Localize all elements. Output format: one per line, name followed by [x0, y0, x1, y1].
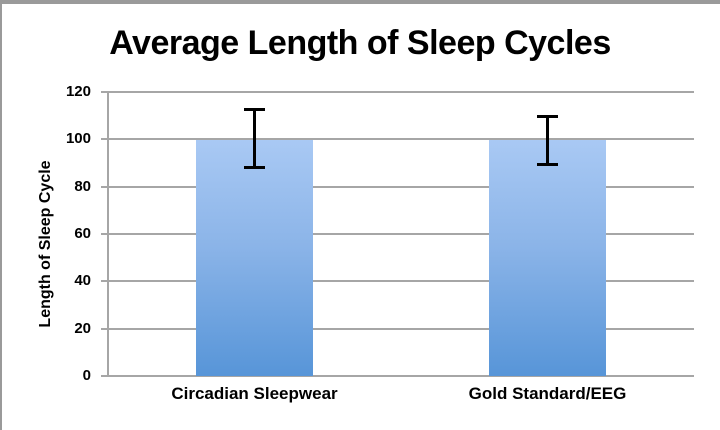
- gridline: [108, 91, 694, 93]
- error-bar-stem: [546, 115, 549, 166]
- window-border-top: [0, 0, 720, 4]
- category-label: Circadian Sleepwear: [171, 384, 338, 403]
- y-tick-label: 100: [65, 130, 91, 148]
- error-bar-cap-bottom: [244, 165, 265, 169]
- y-tick-label: 0: [82, 367, 91, 384]
- error-bar-cap-bottom: [537, 163, 558, 167]
- gridline: [108, 375, 694, 377]
- category-label: Gold Standard/EEG: [468, 384, 627, 403]
- y-tick-mark: [101, 138, 108, 141]
- plot-area: [108, 91, 694, 377]
- y-tick-label: 80: [74, 177, 91, 195]
- y-tick-label: 20: [74, 319, 91, 337]
- y-tick-mark: [101, 375, 108, 377]
- y-tick-label: 40: [74, 272, 91, 290]
- gridline: [108, 185, 694, 188]
- chart-title: Average Length of Sleep Cycles: [109, 24, 611, 62]
- bar: [196, 140, 313, 376]
- error-bar-stem: [253, 108, 256, 168]
- error-bar-cap-top: [537, 114, 558, 118]
- y-tick-mark: [101, 185, 108, 188]
- y-tick-mark: [101, 91, 108, 93]
- y-tick-mark: [101, 233, 108, 235]
- y-tick-mark: [101, 280, 108, 283]
- y-tick-label: 120: [65, 83, 91, 100]
- gridline: [108, 138, 694, 141]
- y-tick-mark: [101, 327, 108, 330]
- gridline: [108, 233, 694, 235]
- y-tick-label: 60: [74, 225, 91, 242]
- bar: [489, 140, 606, 376]
- gridline: [108, 280, 694, 283]
- error-bar-cap-top: [244, 107, 265, 111]
- window-border-left: [0, 0, 2, 430]
- gridline: [108, 327, 694, 330]
